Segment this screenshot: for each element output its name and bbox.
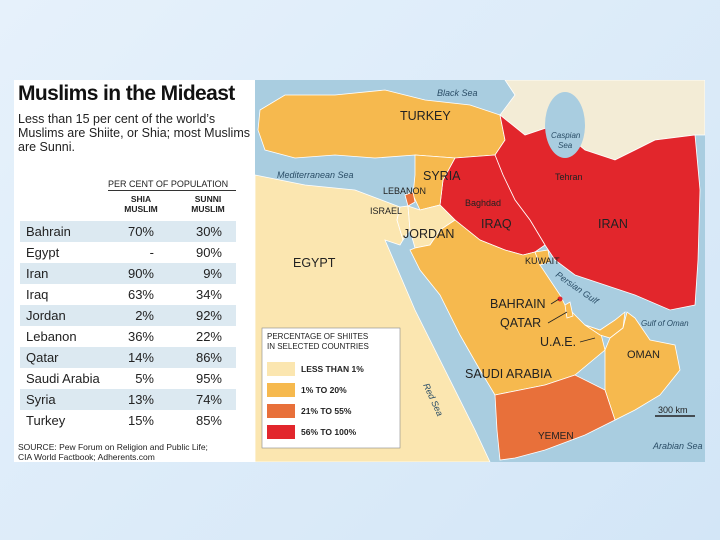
percent: 90% (195, 245, 222, 260)
sea-label: Gulf of Oman (641, 319, 689, 328)
country-name: Egypt (26, 245, 60, 260)
legend-swatch (267, 404, 295, 418)
country-label: LEBANON (383, 186, 426, 196)
qatar (564, 301, 574, 319)
legend-title: PERCENTAGE OF SHIITES (267, 332, 368, 341)
table: Bahrain 70% 30% Egypt - 90% Iran 90% 9% Iraq 63% 34… (20, 221, 236, 431)
title: Muslims in the Mideast (18, 82, 235, 105)
oman (604, 311, 681, 421)
sea-label: Mediterranean Sea (277, 170, 354, 180)
sea-label: Black Sea (437, 88, 478, 98)
percent: 2% (135, 308, 154, 323)
percent: 90% (127, 266, 154, 281)
israel (396, 205, 411, 241)
country-name: Bahrain (26, 224, 71, 239)
legend-swatch (267, 383, 295, 397)
legend-label: 1% TO 20% (301, 385, 347, 395)
country-name: Saudi Arabia (26, 371, 100, 386)
kuwait (534, 249, 551, 266)
sea-label: Caspian (551, 131, 581, 140)
source-line: CIA World Factbook; Adherents.com (18, 452, 155, 462)
table-row: Iran 90% 9% (20, 263, 236, 284)
yemen (494, 374, 616, 461)
country-label: IRAN (598, 217, 628, 231)
country-label: EGYPT (293, 256, 336, 270)
table-row: Iraq 63% 34% (20, 284, 236, 305)
country-label: SAUDI ARABIA (465, 367, 552, 381)
legend: PERCENTAGE OF SHIITES IN SELECTED COUNTR… (261, 327, 401, 449)
table-row: Egypt - 90% (20, 242, 236, 263)
country-name: Iran (26, 266, 49, 281)
source: SOURCE: Pew Forum on Religion and Public… (18, 442, 208, 462)
scale-label: 300 km (658, 405, 688, 415)
percent: 9% (203, 266, 222, 281)
table-row: Saudi Arabia 5% 95% (20, 368, 236, 389)
sea-label: Sea (558, 141, 573, 150)
bahrain (557, 296, 563, 302)
legend-title: IN SELECTED COUNTRIES (267, 342, 369, 351)
legend-label: 21% TO 55% (301, 406, 352, 416)
city-label: Tehran (555, 172, 583, 182)
country-label: JORDAN (403, 227, 454, 241)
table-row: Qatar 14% 86% (20, 347, 236, 368)
country-name: Jordan (26, 308, 66, 323)
lebanon (404, 191, 416, 207)
country-name: Syria (26, 392, 56, 407)
country-label: YEMEN (538, 431, 574, 442)
country-label: OMAN (627, 349, 660, 361)
country-label: SYRIA (423, 169, 461, 183)
percent: - (149, 245, 154, 260)
percent: 13% (127, 392, 154, 407)
sea-label: Arabian Sea (652, 441, 703, 451)
table-row: Syria 13% 74% (20, 389, 236, 410)
column-header: SHIA MUSLIM (124, 194, 158, 214)
legend-label: 56% TO 100% (301, 427, 357, 437)
percent: 15% (127, 413, 154, 428)
group-header: PER CENT OF POPULATION (108, 179, 236, 191)
country-label: BAHRAIN (490, 297, 546, 311)
table-row: Lebanon 36% 22% (20, 326, 236, 347)
city-label: Baghdad (465, 198, 501, 208)
legend-swatch (267, 362, 295, 376)
country-label: TURKEY (400, 109, 451, 123)
table-row: Bahrain 70% 30% (20, 221, 236, 242)
percent: 5% (135, 371, 154, 386)
percent: 86% (195, 350, 222, 365)
country-label: IRAQ (481, 217, 512, 231)
legend-label: LESS THAN 1% (301, 364, 364, 374)
source-line: SOURCE: Pew Forum on Religion and Public… (18, 442, 208, 452)
percent: 30% (195, 224, 222, 239)
country-label: KUWAIT (525, 256, 560, 266)
percent: 63% (127, 287, 154, 302)
country-name: Lebanon (26, 329, 77, 344)
table-row: Turkey 15% 85% (20, 410, 236, 431)
percent: 95% (195, 371, 222, 386)
country-name: Iraq (26, 287, 49, 302)
country-label: QATAR (500, 316, 541, 330)
percent: 34% (195, 287, 222, 302)
caspian-sea (545, 92, 585, 158)
table-row: Jordan 2% 92% (20, 305, 236, 326)
legend-swatch (267, 425, 295, 439)
percent: 36% (127, 329, 154, 344)
column-header: SUNNI MUSLIM (191, 194, 225, 214)
country-name: Qatar (26, 350, 59, 365)
percent: 14% (127, 350, 154, 365)
percent: 22% (195, 329, 222, 344)
uae (584, 311, 626, 339)
map: Black Sea TURKEY Caspian Sea Mediterrane… (255, 80, 705, 462)
country-name: Turkey (26, 413, 66, 428)
percent: 70% (127, 224, 154, 239)
percent: 74% (195, 392, 222, 407)
countries (255, 80, 705, 462)
country-label: ISRAEL (370, 206, 402, 216)
info-panel: Muslims in the Mideast Less than 15 per … (14, 80, 255, 462)
percent: 92% (195, 308, 222, 323)
subtitle: Less than 15 per cent of the world’s Mus… (18, 112, 251, 154)
leader-lines (547, 298, 596, 343)
percent: 85% (195, 413, 222, 428)
country-label: U.A.E. (540, 335, 576, 349)
